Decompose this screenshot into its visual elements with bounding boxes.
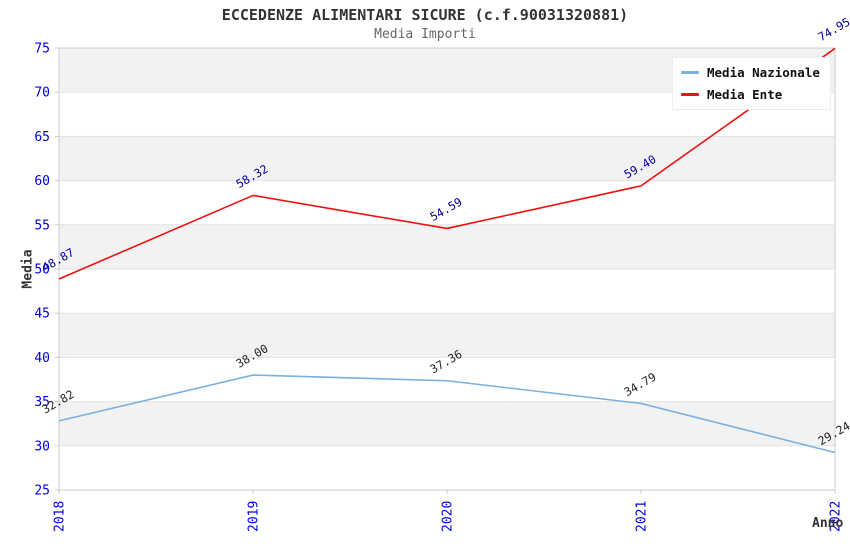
y-tick-label: 25	[34, 484, 50, 499]
x-tick-label: 2022	[829, 501, 844, 532]
chart-subtitle: Media Importi	[374, 27, 476, 42]
y-axis-title: Media	[20, 249, 36, 289]
y-tick-label: 30	[34, 439, 50, 454]
chart-title: ECCEDENZE ALIMENTARI SICURE (c.f.9003132…	[221, 6, 629, 24]
plot-band	[59, 357, 835, 402]
plot-band	[59, 136, 835, 181]
legend-swatch-media-ente-icon	[681, 93, 699, 96]
plot-band	[59, 445, 835, 490]
y-tick-label: 75	[34, 42, 50, 57]
data-point-label-media-ente: 74.95	[816, 15, 850, 44]
legend-item-media-ente[interactable]: Media Ente	[681, 87, 820, 102]
series-line-media-ente	[58, 47, 836, 280]
plot-band	[59, 401, 835, 446]
legend-swatch-media-nazionale-icon	[681, 71, 699, 74]
x-axis-title: Anno	[812, 516, 844, 531]
y-tick-label: 35	[34, 395, 50, 410]
y-tick-label: 60	[34, 174, 50, 189]
series-line-media-nazionale	[58, 374, 836, 454]
y-tick-label: 45	[34, 307, 50, 322]
plot-band	[59, 313, 835, 358]
legend-label-media-ente: Media Ente	[707, 87, 783, 102]
legend-item-media-nazionale[interactable]: Media Nazionale	[681, 65, 820, 80]
x-tick-label: 2018	[53, 501, 68, 532]
y-tick-label: 55	[34, 218, 50, 233]
y-tick-label: 65	[34, 130, 50, 145]
x-tick-label: 2020	[441, 501, 456, 532]
plot-band	[59, 224, 835, 269]
legend-label-media-nazionale: Media Nazionale	[707, 65, 820, 80]
legend: Media Nazionale Media Ente	[672, 57, 831, 110]
plot-band	[59, 180, 835, 225]
plot-band	[59, 269, 835, 314]
y-tick-label: 40	[34, 351, 50, 366]
x-tick-label: 2019	[247, 501, 262, 532]
y-tick-label: 50	[34, 263, 50, 278]
x-tick-label: 2021	[635, 501, 650, 532]
y-tick-label: 70	[34, 86, 50, 101]
